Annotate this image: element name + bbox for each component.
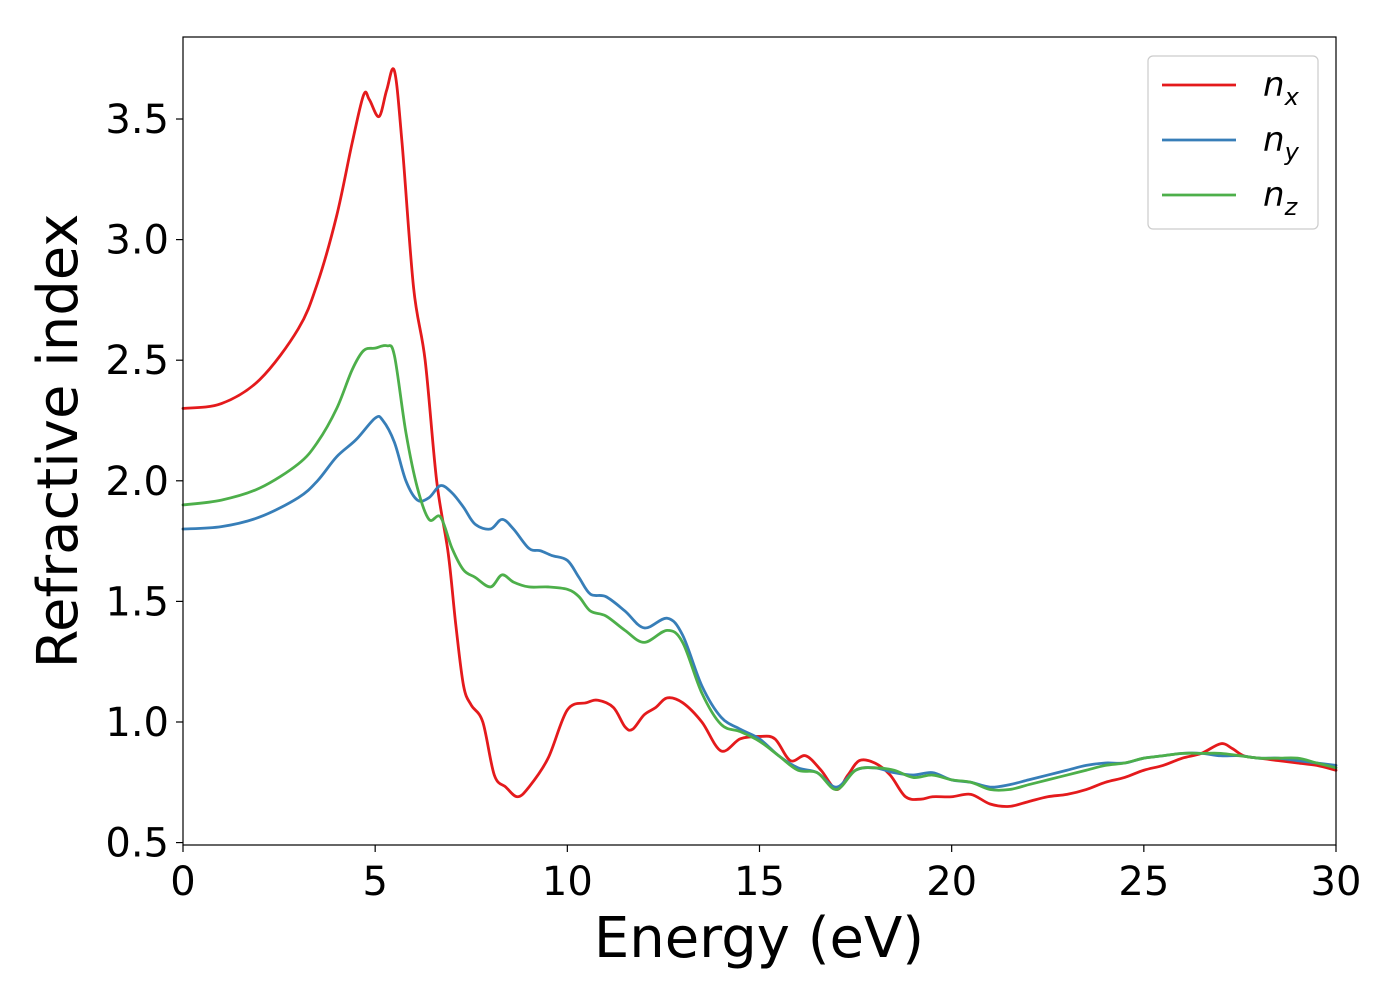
y-tick-label: 1.0	[105, 700, 169, 746]
x-tick-label: 15	[734, 859, 785, 905]
y-tick-label: 0.5	[105, 821, 169, 867]
y-tick-label: 2.0	[105, 459, 169, 505]
series-line-n-x	[181, 67, 1338, 808]
x-tick-label: 5	[362, 859, 387, 905]
series-layer	[181, 67, 1338, 808]
y-tick-label: 3.0	[105, 218, 169, 264]
x-tick-label: 25	[1118, 859, 1169, 905]
y-tick-label: 1.5	[105, 579, 169, 625]
x-tick-label: 30	[1311, 859, 1362, 905]
y-tick-label: 3.5	[105, 97, 169, 143]
legend-box	[1147, 55, 1319, 230]
x-axis-label: Energy (eV)	[594, 906, 924, 971]
legend-label-n-z: nz	[1263, 175, 1299, 221]
y-axis-label: Refractive index	[26, 214, 91, 669]
x-axis: 0 5 10 15 20 25 30	[170, 845, 1361, 905]
x-tick-label: 20	[926, 859, 977, 905]
x-tick-label: 0	[170, 859, 195, 905]
y-axis: 0.5 1.0 1.5 2.0 2.5 3.0 3.5	[105, 97, 183, 867]
series-line-n-z	[181, 344, 1338, 792]
y-tick-label: 2.5	[105, 338, 169, 384]
x-tick-label: 10	[542, 859, 593, 905]
series-line-n-y	[181, 414, 1338, 789]
